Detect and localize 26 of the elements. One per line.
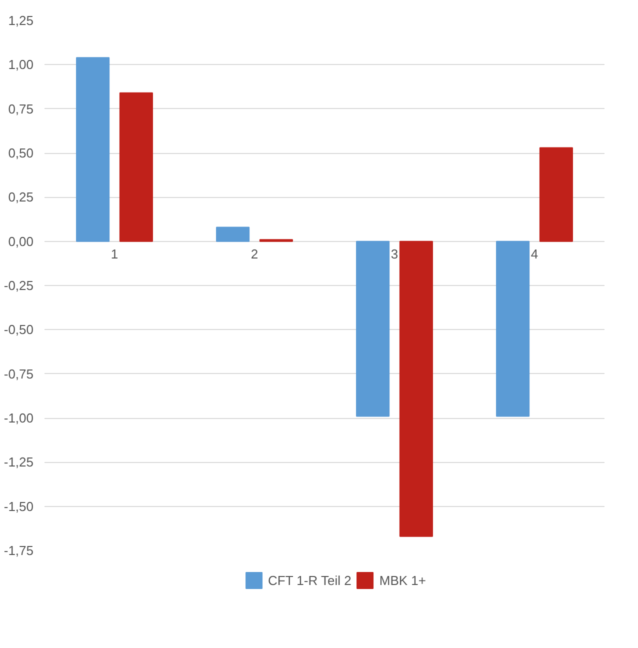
y-tick-label: -0,50 <box>4 322 34 338</box>
legend-label: MBK 1+ <box>379 572 426 588</box>
y-tick-label: -0,25 <box>4 278 34 293</box>
legend-label: CFT 1-R Teil 2 <box>268 572 352 588</box>
bar <box>356 240 390 417</box>
bar <box>216 226 250 242</box>
y-tick-label: -1,25 <box>4 454 34 470</box>
y-tick-label: 1,25 <box>8 13 34 28</box>
x-tick-label: 1 <box>110 246 118 262</box>
y-tick-label: -1,50 <box>4 498 34 514</box>
bar <box>496 240 530 417</box>
y-tick-label: -1,00 <box>4 410 34 426</box>
x-tick-label: 3 <box>390 246 398 262</box>
y-tick-label: 0,25 <box>8 190 34 205</box>
bar <box>539 147 573 242</box>
bar <box>76 57 110 242</box>
y-tick-label: -0,75 <box>4 366 34 382</box>
y-tick-label: 0,50 <box>8 146 34 160</box>
y-tick-label: 0,00 <box>8 234 34 249</box>
bar <box>119 92 153 242</box>
bar <box>399 240 433 537</box>
y-tick-label: 1,00 <box>8 57 34 72</box>
y-tick-label: 0,75 <box>8 101 34 116</box>
x-tick-label: 2 <box>250 246 258 262</box>
x-tick-label: 4 <box>530 246 538 262</box>
y-tick-label: -1,75 <box>4 543 34 558</box>
